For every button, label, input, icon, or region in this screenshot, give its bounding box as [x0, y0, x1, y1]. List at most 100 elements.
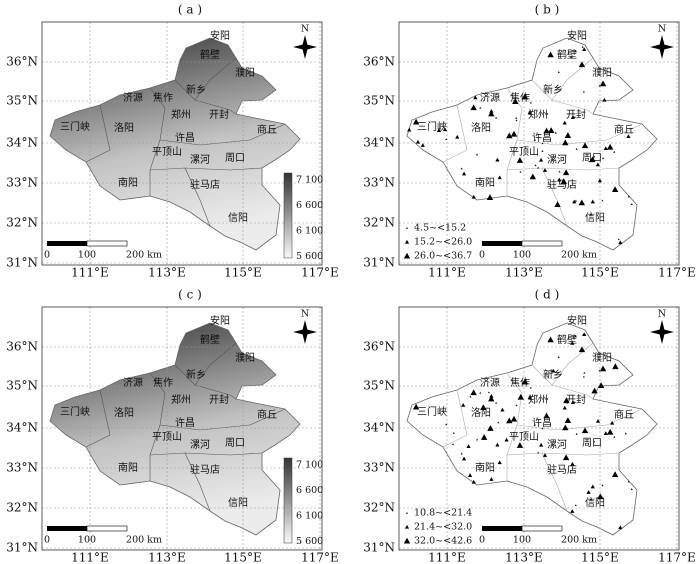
lon-label: 113°E: [505, 266, 543, 280]
city-label: 周口: [225, 437, 245, 449]
station-marker: [574, 50, 577, 53]
station-marker: [574, 504, 577, 507]
city-label: 商丘: [257, 123, 277, 136]
scale-label: 0: [479, 250, 485, 261]
city-label: 信阳: [228, 497, 248, 509]
station-marker: [460, 452, 463, 455]
city-label: 三门峡: [417, 120, 447, 133]
station-marker: [611, 186, 619, 193]
station-marker: [606, 428, 614, 435]
legend-marker: [404, 524, 410, 529]
map-panel: ( d ) 36°N 35°N 34°N 33°N 32°N 31°N 111°E 113°E 1…: [363, 288, 696, 564]
station-marker: [548, 127, 555, 133]
city-label: 信阳: [228, 212, 248, 224]
lat-label: 35°N: [363, 94, 395, 108]
city-label: 信阳: [585, 212, 605, 224]
station-marker: [602, 157, 605, 160]
station-marker: [412, 403, 420, 410]
station-marker: [582, 375, 585, 378]
station-marker: [603, 146, 608, 150]
station-marker: [543, 127, 550, 134]
station-marker: [547, 51, 554, 58]
station-marker: [589, 498, 592, 501]
station-marker: [488, 110, 495, 117]
station-marker: [476, 438, 479, 441]
station-marker: [617, 238, 620, 241]
station-marker: [527, 395, 532, 400]
colorbar-label: 5 600: [296, 536, 323, 547]
lon-label: 115°E: [224, 266, 262, 280]
station-marker: [597, 493, 604, 500]
axes-frame: [41, 21, 323, 266]
city-label: 焦作: [153, 91, 173, 104]
station-marker: [529, 173, 537, 180]
station-marker: [547, 336, 554, 343]
scale-label: 0: [44, 535, 50, 546]
city-label: 漯河: [547, 154, 567, 166]
city-boundary: [174, 79, 237, 115]
station-marker: [542, 453, 548, 457]
legend-label: 4.5~<15.2: [414, 223, 466, 234]
city-boundary: [159, 408, 286, 431]
lon-label: 117°E: [658, 266, 696, 280]
station-marker: [539, 157, 544, 162]
station-marker: [495, 401, 498, 404]
station-marker: [500, 407, 505, 412]
city-label: 驻马店: [547, 178, 577, 191]
station-marker: [597, 178, 602, 183]
city-label: 焦作: [510, 376, 530, 389]
station-marker: [595, 162, 600, 167]
panel-label: ( d ): [535, 288, 560, 302]
lat-label: 33°N: [363, 176, 395, 190]
station-marker: [583, 371, 586, 374]
station-marker: [487, 425, 494, 431]
city-label: 焦作: [510, 91, 530, 104]
lon-label: 117°E: [301, 551, 339, 564]
station-marker: [539, 442, 544, 447]
station-marker: [589, 213, 592, 216]
station-marker: [578, 346, 586, 353]
lat-label: 32°N: [6, 501, 38, 515]
station-marker: [601, 484, 604, 487]
station-marker: [470, 389, 477, 396]
city-label: 平顶山: [509, 431, 539, 443]
station-marker: [486, 194, 494, 200]
station-marker: [442, 127, 448, 132]
colorbar: [283, 457, 293, 544]
city-label: 许昌: [175, 417, 195, 429]
station-marker: [495, 116, 498, 119]
station-marker: [407, 127, 412, 132]
station-marker: [461, 456, 467, 461]
city-label: 开封: [209, 108, 229, 121]
scale-label: 100: [513, 535, 531, 546]
station-marker: [436, 128, 442, 132]
station-marker: [563, 397, 570, 404]
station-marker: [560, 178, 567, 185]
station-marker: [551, 368, 556, 373]
station-marker: [581, 45, 584, 48]
city-label: 济源: [123, 91, 143, 104]
city-label: 开封: [209, 393, 229, 406]
city-label: 开封: [566, 393, 586, 406]
city-boundary: [85, 389, 111, 448]
scale-label: 200 km: [126, 535, 162, 546]
city-label: 濮阳: [592, 351, 612, 364]
station-marker: [599, 80, 607, 87]
station-marker: [627, 480, 630, 483]
scale-bar-white: [521, 240, 563, 247]
lat-label: 34°N: [6, 421, 38, 435]
lon-label: 111°E: [71, 266, 109, 280]
station-marker: [562, 120, 567, 125]
station-marker: [581, 142, 589, 149]
scale-label: 200 km: [561, 535, 597, 546]
province-outline: [49, 37, 301, 251]
station-marker: [452, 431, 455, 434]
city-label: 鹤壁: [200, 333, 220, 346]
city-boundary: [184, 452, 211, 512]
station-marker: [554, 201, 561, 208]
city-label: 漯河: [547, 439, 567, 451]
station-marker: [527, 110, 532, 115]
lat-label: 34°N: [363, 136, 395, 150]
city-boundary: [506, 167, 620, 171]
